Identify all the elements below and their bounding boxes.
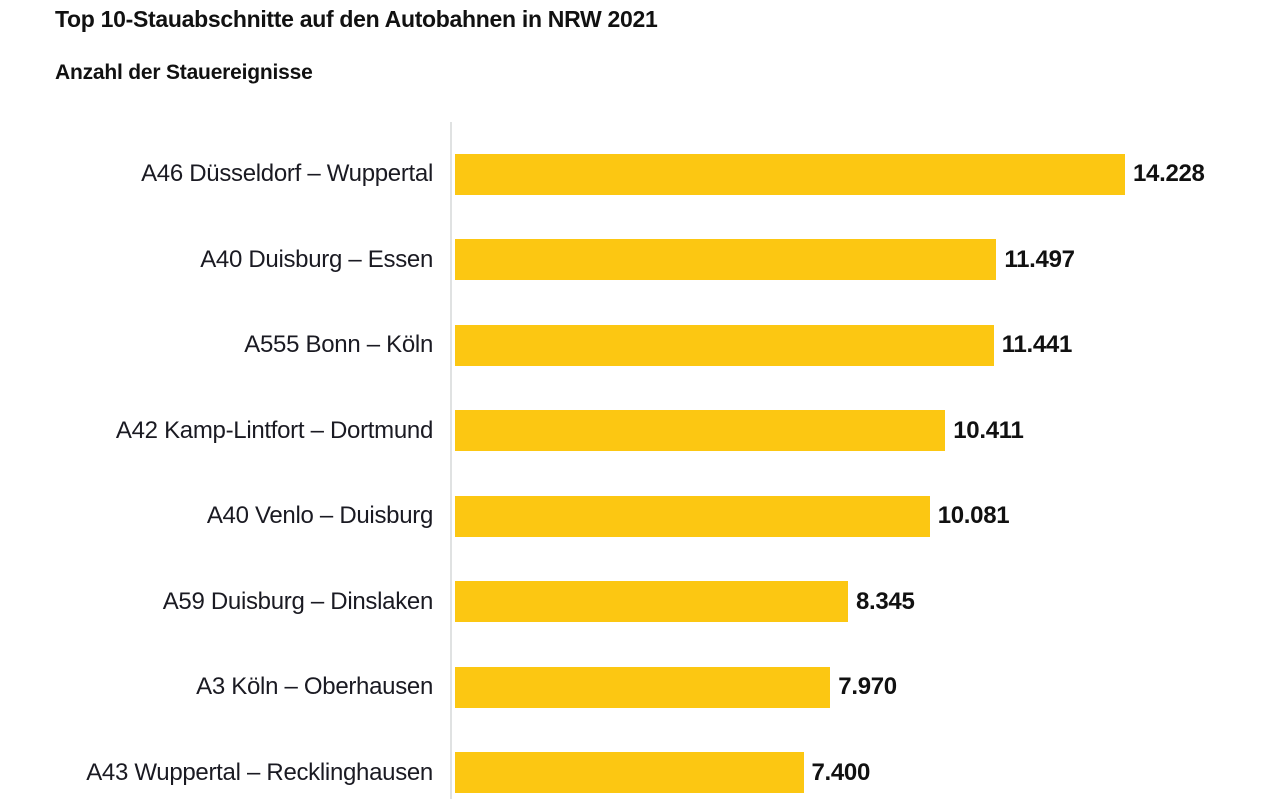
bar: [455, 666, 831, 708]
bar-value: 7.970: [838, 673, 897, 700]
bar: [455, 153, 1125, 195]
category-label: A40 Duisburg – Essen: [200, 245, 433, 273]
bar: [455, 324, 994, 366]
bar-value: 7.400: [811, 758, 871, 786]
category-label: A43 Wuppertal – Recklinghausen: [86, 758, 433, 786]
bar-value: 8.345: [855, 587, 915, 615]
bar: [455, 239, 997, 280]
bar-value: 10.411: [953, 416, 1024, 444]
bar-value: 11.441: [1001, 331, 1073, 358]
bar: [455, 410, 946, 451]
y-axis-line: [450, 122, 452, 799]
category-label: A42 Kamp-Lintfort – Dortmund: [115, 416, 433, 444]
category-label: A40 Venlo – Duisburg: [206, 502, 433, 529]
bar-value: 11.497: [1004, 245, 1075, 273]
chart-subtitle: Anzahl der Stauereignisse: [55, 61, 313, 84]
bar: [455, 495, 930, 537]
chart-title: Top 10-Stauabschnitte auf den Autobahnen…: [55, 6, 658, 32]
bar-value: 14.228: [1133, 160, 1205, 187]
category-label: A59 Duisburg – Dinslaken: [162, 587, 434, 615]
category-label: A46 Düsseldorf – Wuppertal: [141, 160, 433, 187]
category-label: A3 Köln – Oberhausen: [196, 673, 433, 700]
bar: [455, 752, 804, 793]
bar: [455, 581, 848, 622]
bar-value: 10.081: [937, 502, 1010, 529]
category-label: A555 Bonn – Köln: [244, 331, 433, 358]
